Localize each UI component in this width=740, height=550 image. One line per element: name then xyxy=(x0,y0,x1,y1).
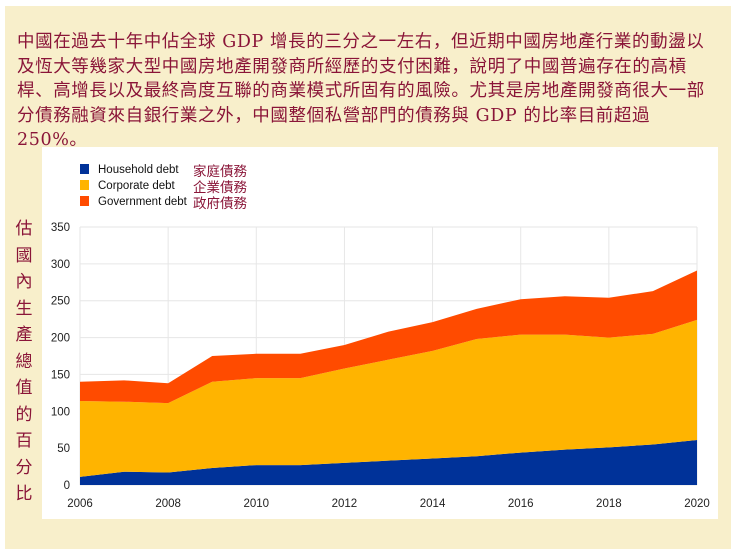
ticks: 0 50 100 150 200 250 300 350 2006 2008 2010 2012 201… xyxy=(51,222,710,510)
x-tick-label: 2010 xyxy=(243,498,269,510)
areas xyxy=(80,270,697,485)
legend: Household debt 家庭債務 Corporate debt 企業債務 Gove… xyxy=(80,163,247,212)
legend-label: Government debt xyxy=(98,196,188,208)
area-household-debt xyxy=(80,440,697,485)
x-tick-label: 2012 xyxy=(332,498,358,510)
x-tick-label: 2018 xyxy=(596,498,622,510)
body-paragraph: 中國在過去十年中佔全球 GDP 增長的三分之一左右，但近期中國房地產行業的動盪以… xyxy=(17,32,705,150)
y-tick-label: 0 xyxy=(64,480,70,492)
x-tick-label: 2016 xyxy=(508,498,534,510)
y-tick-label: 350 xyxy=(51,222,70,234)
area-corporate-debt xyxy=(80,319,697,477)
y-tick-label: 150 xyxy=(51,369,70,381)
y-tick-label: 200 xyxy=(51,333,70,345)
stacked-area-chart: 0 50 100 150 200 250 300 350 2006 2008 2010 2012 201… xyxy=(51,163,710,510)
chart-panel: 0 50 100 150 200 250 300 350 2006 2008 2010 2012 201… xyxy=(42,147,718,519)
y-axis-label: 估國內生產總值的百分比 xyxy=(15,219,33,504)
legend-swatch xyxy=(80,180,89,190)
x-tick-label: 2008 xyxy=(155,498,181,510)
area-government-debt xyxy=(80,270,697,404)
legend-label: Corporate debt xyxy=(98,180,176,192)
legend-label: Household debt xyxy=(98,164,179,176)
legend-label-zh: 政府債務 xyxy=(193,196,247,212)
x-tick-label: 2014 xyxy=(420,498,446,510)
legend-label-zh: 企業債務 xyxy=(193,179,247,196)
legend-swatch xyxy=(80,196,89,206)
y-tick-label: 300 xyxy=(51,259,70,271)
legend-swatch xyxy=(80,164,89,174)
y-tick-label: 50 xyxy=(57,443,70,455)
y-tick-label: 250 xyxy=(51,296,70,308)
legend-label-zh: 家庭債務 xyxy=(193,163,247,180)
x-tick-label: 2020 xyxy=(684,498,710,510)
y-tick-label: 100 xyxy=(51,406,70,418)
x-tick-label: 2006 xyxy=(67,498,93,510)
